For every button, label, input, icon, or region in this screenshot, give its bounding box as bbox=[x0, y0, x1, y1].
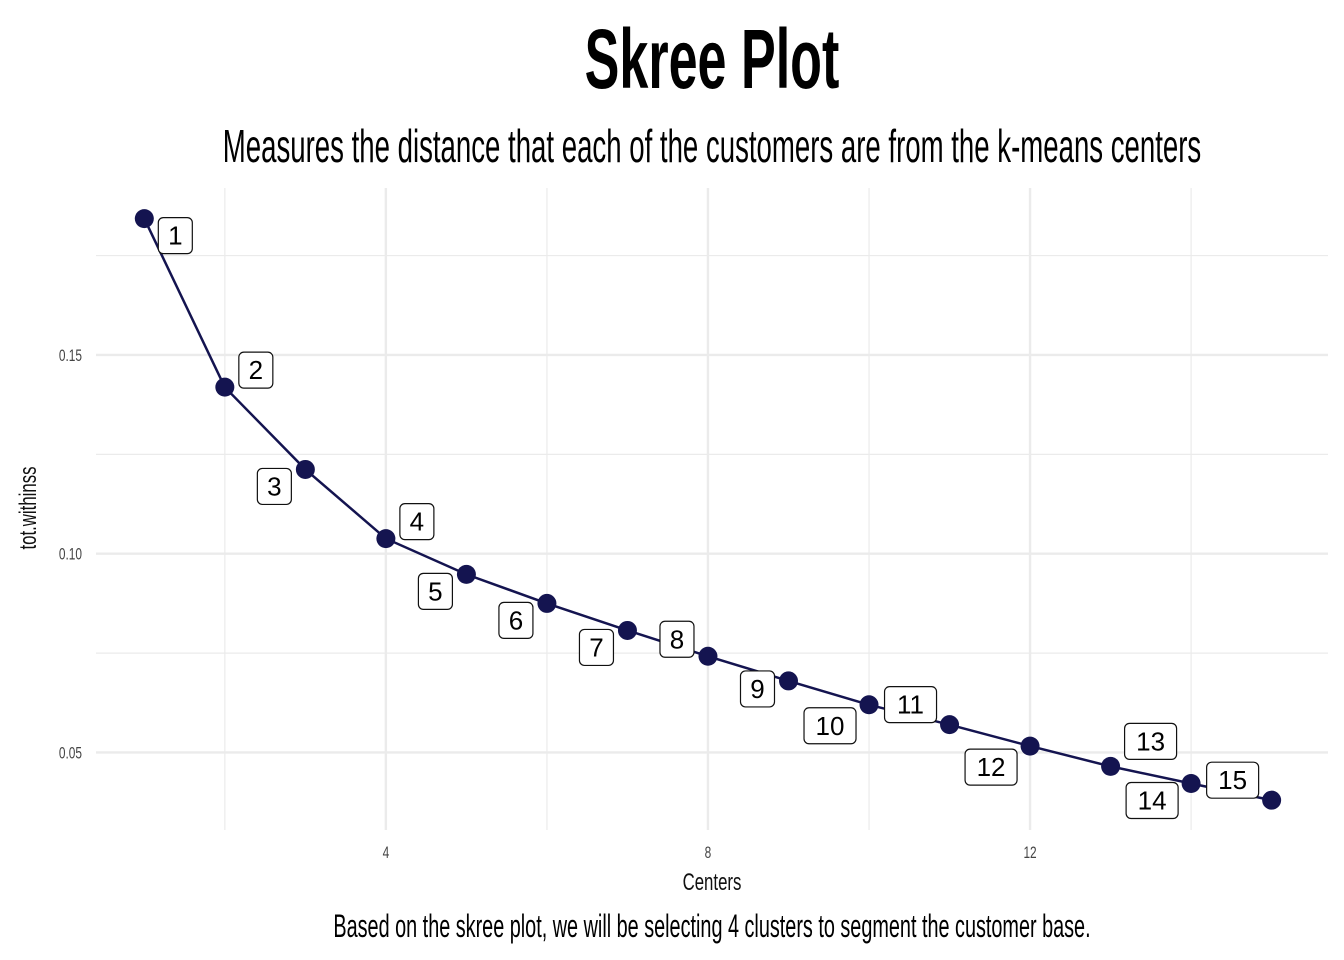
point-label-text: 6 bbox=[509, 605, 523, 635]
point-label-text: 12 bbox=[977, 752, 1006, 782]
point-label-text: 13 bbox=[1136, 726, 1165, 756]
data-points bbox=[134, 209, 1282, 810]
y-tick-label: 0.05 bbox=[59, 745, 82, 764]
point-label: 1 bbox=[157, 217, 193, 255]
point-label-box bbox=[1123, 722, 1178, 760]
point-label-text: 4 bbox=[410, 507, 424, 537]
y-tick-label: 0.10 bbox=[59, 546, 82, 565]
point-label-text: 1 bbox=[168, 221, 182, 251]
point-label-box bbox=[883, 686, 938, 724]
point-label-box bbox=[803, 707, 857, 745]
data-point bbox=[1181, 773, 1201, 793]
data-point bbox=[456, 564, 476, 584]
data-point bbox=[1262, 790, 1282, 810]
data-point bbox=[134, 209, 154, 229]
data-point bbox=[698, 646, 718, 666]
point-label-box bbox=[417, 572, 454, 610]
point-label-text: 10 bbox=[816, 711, 845, 741]
point-label-box bbox=[238, 351, 274, 389]
data-point bbox=[859, 695, 879, 715]
point-label: 3 bbox=[256, 467, 292, 506]
data-point bbox=[1020, 736, 1040, 756]
point-label-text: 5 bbox=[428, 576, 442, 606]
point-label: 14 bbox=[1125, 781, 1179, 820]
point-label-box bbox=[256, 467, 292, 506]
data-point bbox=[778, 671, 798, 691]
point-label-text: 7 bbox=[589, 632, 603, 662]
point-label-box bbox=[578, 628, 615, 667]
y-tick-label: 0.15 bbox=[59, 347, 82, 366]
point-label-text: 15 bbox=[1218, 765, 1247, 795]
data-point bbox=[295, 459, 315, 479]
data-point bbox=[376, 529, 396, 549]
point-label-box bbox=[1125, 781, 1179, 820]
point-label-text: 8 bbox=[670, 624, 684, 654]
point-label: 2 bbox=[238, 351, 274, 389]
point-label: 5 bbox=[417, 572, 454, 610]
chart-title: Skree Plot bbox=[585, 12, 840, 106]
axis-ticks: 4 8 12 0.05 0.10 0.15 bbox=[59, 347, 1037, 863]
point-label-text: 2 bbox=[249, 355, 263, 385]
point-label: 12 bbox=[964, 748, 1018, 786]
point-label-text: 3 bbox=[267, 471, 281, 501]
data-point bbox=[537, 593, 557, 613]
point-label: 13 bbox=[1123, 722, 1178, 760]
point-label: 7 bbox=[578, 628, 615, 667]
point-label: 8 bbox=[659, 620, 695, 658]
x-axis-title: Centers bbox=[683, 869, 742, 896]
data-point bbox=[940, 715, 960, 735]
point-label-text: 14 bbox=[1138, 785, 1167, 815]
point-label: 9 bbox=[739, 670, 776, 708]
data-point bbox=[1101, 756, 1121, 776]
point-label-text: 9 bbox=[750, 674, 764, 704]
data-point bbox=[215, 377, 235, 397]
point-label-box bbox=[1206, 761, 1260, 799]
chart-subtitle: Measures the distance that each of the c… bbox=[223, 122, 1201, 173]
point-label: 4 bbox=[399, 503, 435, 541]
point-label-box bbox=[399, 503, 435, 541]
point-label: 11 bbox=[883, 686, 938, 724]
point-label-box bbox=[964, 748, 1018, 786]
y-axis-title: tot.withinss bbox=[15, 466, 42, 549]
point-label-box bbox=[739, 670, 776, 708]
point-label-box bbox=[157, 217, 193, 255]
chart-caption: Based on the skree plot, we will be sele… bbox=[333, 908, 1090, 944]
x-tick-label: 12 bbox=[1023, 844, 1036, 863]
point-label-text: 11 bbox=[897, 690, 924, 720]
point-label: 15 bbox=[1206, 761, 1260, 799]
point-label: 10 bbox=[803, 707, 857, 745]
point-label-box bbox=[659, 620, 695, 658]
point-label: 6 bbox=[498, 601, 534, 640]
point-label-box bbox=[498, 601, 534, 640]
data-point bbox=[617, 620, 637, 640]
x-tick-label: 8 bbox=[705, 844, 712, 863]
x-tick-label: 4 bbox=[383, 844, 390, 863]
